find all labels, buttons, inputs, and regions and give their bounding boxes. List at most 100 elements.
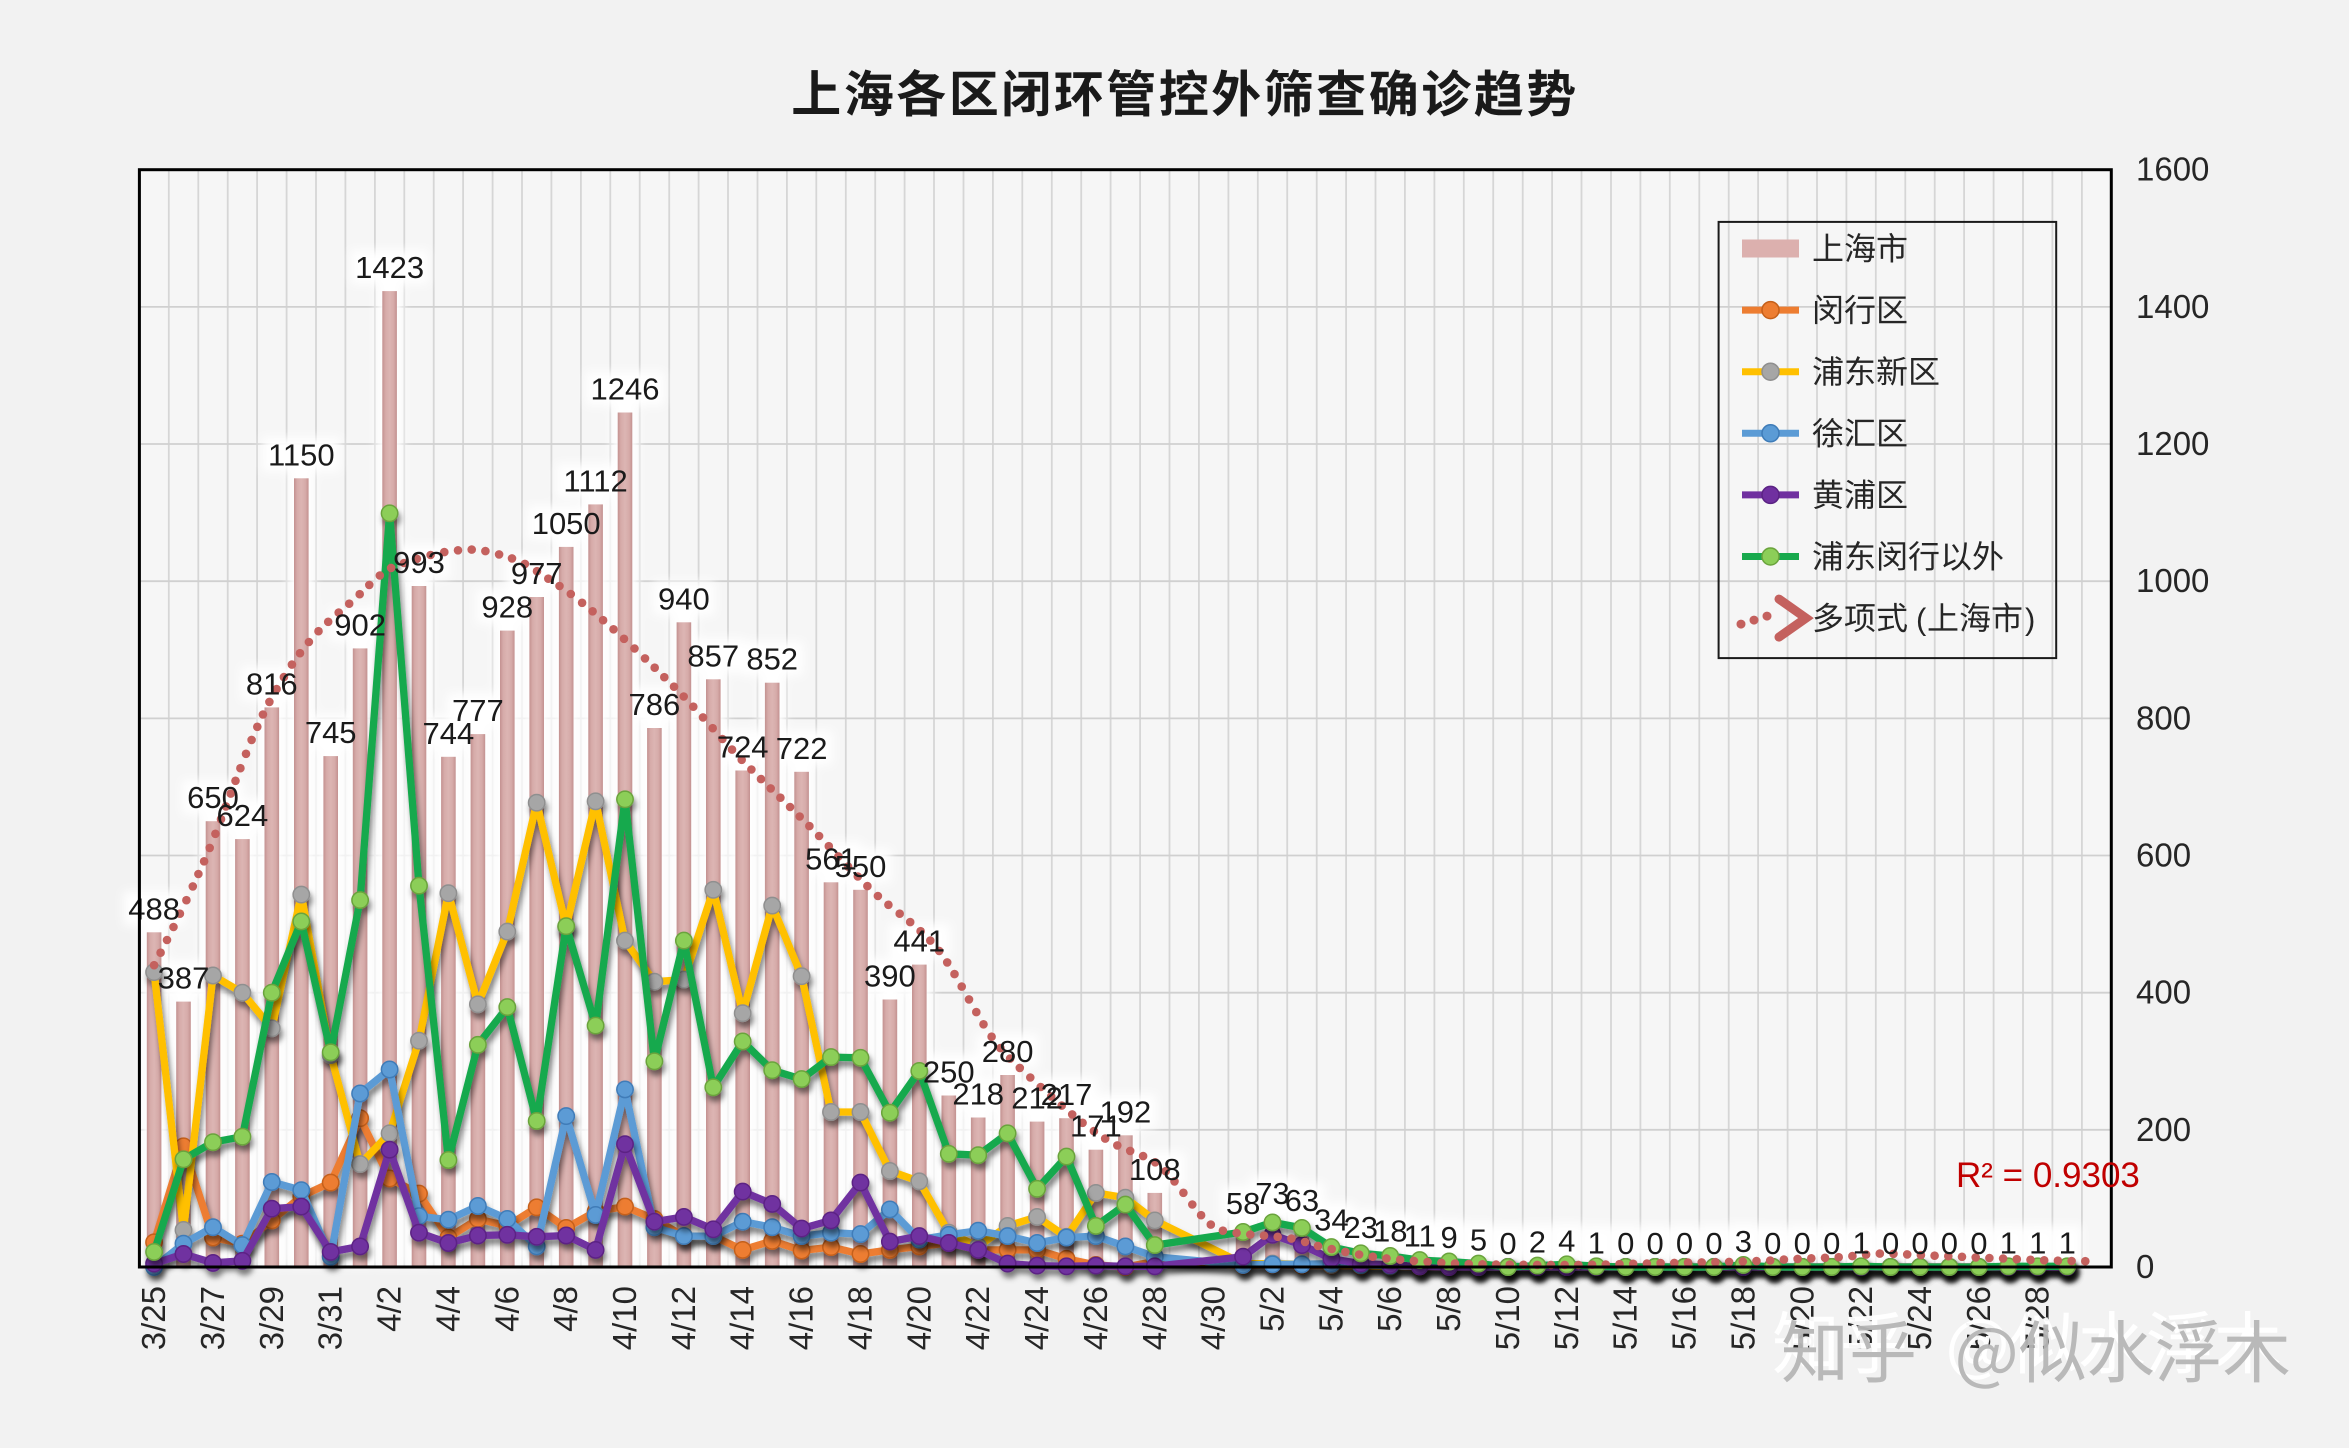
svg-text:1423: 1423: [355, 250, 424, 285]
svg-text:1: 1: [2059, 1225, 2076, 1260]
svg-text:550: 550: [835, 849, 887, 884]
svg-text:11: 11: [1404, 1219, 1436, 1254]
svg-text:561: 561: [805, 841, 857, 876]
svg-text:1200: 1200: [2136, 425, 2209, 462]
svg-text:4/26: 4/26: [1077, 1286, 1114, 1350]
svg-text:1: 1: [2029, 1225, 2046, 1260]
svg-text:390: 390: [864, 959, 916, 994]
svg-text:3/25: 3/25: [135, 1286, 172, 1350]
svg-text:4/24: 4/24: [1018, 1286, 1055, 1350]
svg-text:786: 786: [629, 687, 681, 722]
svg-text:5/6: 5/6: [1371, 1286, 1408, 1332]
svg-text:4/4: 4/4: [429, 1286, 466, 1332]
svg-text:857: 857: [687, 638, 739, 673]
svg-text:3/31: 3/31: [312, 1286, 349, 1350]
svg-text:488: 488: [128, 891, 180, 926]
svg-text:192: 192: [1100, 1094, 1152, 1129]
svg-text:217: 217: [1041, 1077, 1093, 1112]
svg-text:0: 0: [1882, 1226, 1899, 1261]
svg-text:624: 624: [217, 798, 269, 833]
svg-text:4/6: 4/6: [488, 1286, 525, 1332]
svg-text:9: 9: [1440, 1220, 1457, 1255]
svg-text:387: 387: [158, 961, 210, 996]
svg-text:4/18: 4/18: [842, 1286, 879, 1350]
svg-text:441: 441: [893, 924, 945, 959]
svg-text:5/8: 5/8: [1430, 1286, 1467, 1332]
svg-text:1150: 1150: [268, 437, 335, 472]
svg-text:18: 18: [1373, 1214, 1407, 1249]
svg-text:200: 200: [2136, 1111, 2191, 1148]
svg-text:0: 0: [1911, 1226, 1928, 1261]
svg-text:): ): [2025, 602, 2035, 637]
svg-text:(: (: [1916, 602, 1927, 637]
svg-text:2: 2: [1529, 1225, 1546, 1260]
svg-text:34: 34: [1314, 1203, 1348, 1238]
svg-text:4: 4: [1558, 1223, 1575, 1258]
svg-text:280: 280: [982, 1034, 1034, 1069]
svg-text:724: 724: [717, 730, 769, 765]
svg-text:3/27: 3/27: [194, 1286, 231, 1350]
svg-text:212: 212: [1011, 1081, 1063, 1116]
svg-text:3: 3: [1735, 1224, 1752, 1259]
svg-text:5/10: 5/10: [1489, 1286, 1526, 1350]
svg-text:800: 800: [2136, 699, 2191, 736]
svg-text:4/30: 4/30: [1195, 1286, 1232, 1350]
svg-text:993: 993: [393, 545, 445, 580]
svg-text:0: 0: [1617, 1226, 1634, 1261]
svg-text:0: 0: [1970, 1226, 1987, 1261]
svg-text:0: 0: [1823, 1226, 1840, 1261]
svg-text:940: 940: [658, 581, 710, 616]
svg-text:1: 1: [2000, 1225, 2017, 1260]
svg-text:5/14: 5/14: [1607, 1286, 1644, 1350]
svg-text:4/16: 4/16: [783, 1286, 820, 1350]
svg-text:0: 0: [1499, 1226, 1516, 1261]
svg-text:0: 0: [1646, 1226, 1663, 1261]
svg-text:744: 744: [423, 716, 475, 751]
svg-text:1112: 1112: [563, 463, 627, 498]
svg-text:5/4: 5/4: [1312, 1286, 1349, 1332]
svg-text:5/18: 5/18: [1724, 1286, 1761, 1350]
svg-text:1: 1: [1852, 1225, 1869, 1260]
svg-text:0: 0: [2136, 1248, 2154, 1285]
svg-text:1600: 1600: [2136, 151, 2209, 188]
svg-text:4/28: 4/28: [1136, 1286, 1173, 1350]
svg-text:0: 0: [1705, 1226, 1722, 1261]
svg-text:4/10: 4/10: [606, 1286, 643, 1350]
svg-text:171: 171: [1070, 1109, 1122, 1144]
svg-text:5/24: 5/24: [1901, 1286, 1938, 1350]
svg-text:4/12: 4/12: [665, 1286, 702, 1350]
svg-text:5/12: 5/12: [1548, 1286, 1585, 1350]
svg-text:1000: 1000: [2136, 562, 2209, 599]
svg-text:4/2: 4/2: [371, 1286, 408, 1332]
svg-text:5/16: 5/16: [1666, 1286, 1703, 1350]
svg-text:4/22: 4/22: [959, 1286, 996, 1350]
svg-text:600: 600: [2136, 837, 2191, 874]
svg-text:0: 0: [1941, 1226, 1958, 1261]
svg-text:58: 58: [1226, 1186, 1260, 1221]
svg-text:650: 650: [187, 780, 239, 815]
svg-text:928: 928: [481, 590, 533, 625]
svg-text:108: 108: [1129, 1152, 1181, 1187]
svg-text:3/29: 3/29: [253, 1286, 290, 1350]
svg-text:23: 23: [1344, 1210, 1378, 1245]
svg-text:902: 902: [334, 607, 386, 642]
svg-text:1246: 1246: [591, 372, 660, 407]
svg-text:400: 400: [2136, 974, 2191, 1011]
svg-text:5/2: 5/2: [1254, 1286, 1291, 1332]
svg-text:852: 852: [746, 642, 798, 677]
svg-text:4/20: 4/20: [900, 1286, 937, 1350]
svg-text:0: 0: [1676, 1226, 1693, 1261]
svg-text:0: 0: [1764, 1226, 1781, 1261]
svg-text:977: 977: [511, 556, 563, 591]
svg-text:218: 218: [952, 1077, 1004, 1112]
svg-text:745: 745: [305, 715, 357, 750]
svg-text:1: 1: [1588, 1225, 1605, 1260]
svg-text:1050: 1050: [532, 506, 601, 541]
svg-text:63: 63: [1285, 1183, 1319, 1218]
svg-text:722: 722: [776, 731, 828, 766]
svg-text:5: 5: [1470, 1223, 1487, 1258]
svg-text:4/8: 4/8: [547, 1286, 584, 1332]
svg-text:777: 777: [452, 693, 504, 728]
svg-text:1400: 1400: [2136, 288, 2209, 325]
svg-text:250: 250: [923, 1055, 975, 1090]
